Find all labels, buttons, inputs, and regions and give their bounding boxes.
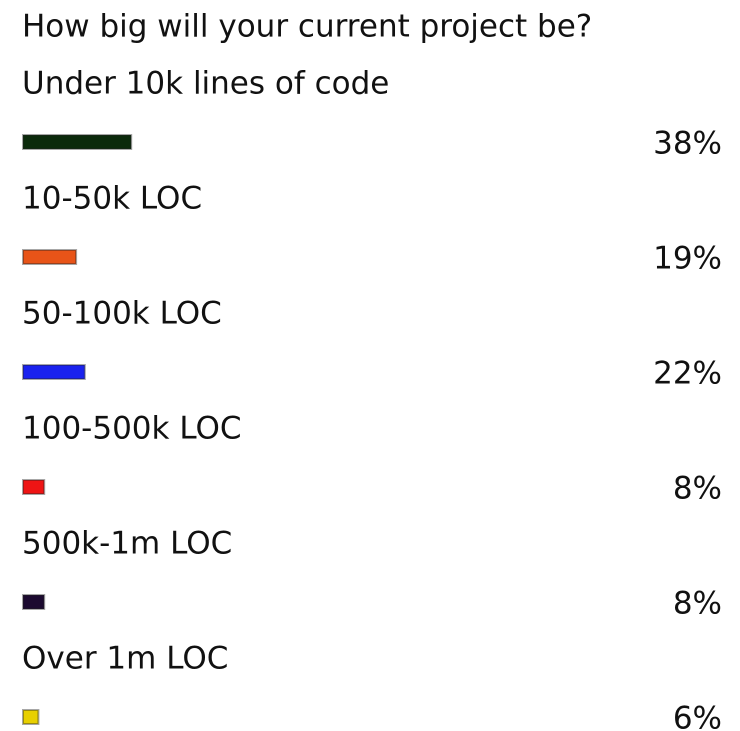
bar bbox=[22, 479, 46, 495]
category-label: Over 1m LOC bbox=[22, 641, 228, 677]
category-label: 100-500k LOC bbox=[22, 411, 242, 447]
category-label: 500k-1m LOC bbox=[22, 526, 232, 562]
bar bbox=[22, 134, 133, 150]
value-label: 6% bbox=[673, 701, 722, 731]
value-label: 8% bbox=[673, 471, 722, 507]
category-label: 10-50k LOC bbox=[22, 181, 202, 217]
chart-title: How big will your current project be? bbox=[22, 9, 592, 45]
bar bbox=[22, 594, 46, 610]
value-label: 38% bbox=[653, 126, 722, 162]
bar bbox=[22, 249, 78, 265]
bar bbox=[22, 709, 40, 725]
bar bbox=[22, 364, 86, 380]
value-label: 8% bbox=[673, 586, 722, 622]
value-label: 19% bbox=[653, 241, 722, 277]
category-label: 50-100k LOC bbox=[22, 296, 222, 332]
value-label: 22% bbox=[653, 356, 722, 392]
category-label: Under 10k lines of code bbox=[22, 66, 389, 102]
